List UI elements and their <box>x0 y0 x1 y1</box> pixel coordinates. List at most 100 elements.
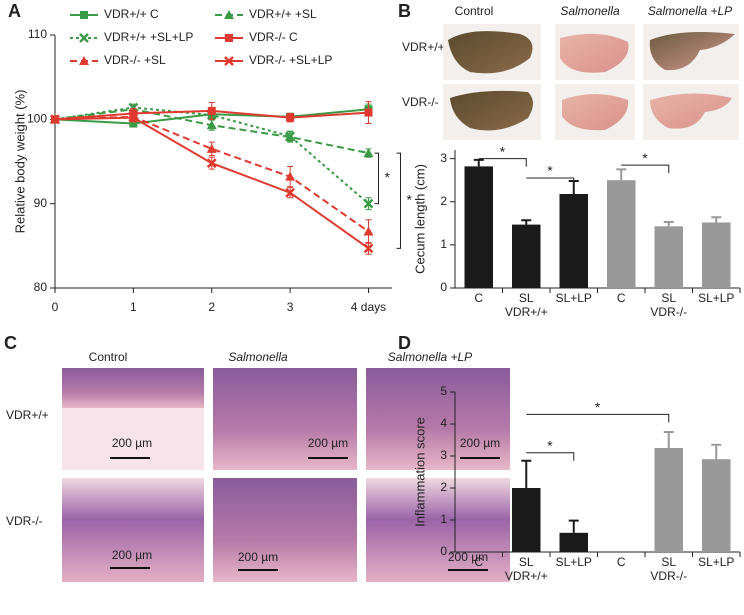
marker <box>363 226 374 236</box>
bracket <box>374 152 379 205</box>
legend-label: VDR-/- C <box>249 30 298 44</box>
legend-label: VDR+/+ +SL+LP <box>104 30 193 44</box>
photo-row: VDR+/+ <box>402 40 445 54</box>
bracket <box>526 177 575 187</box>
photo-row: VDR-/- <box>402 95 439 109</box>
x-tick-label: 2 <box>208 300 215 314</box>
legend-marker <box>79 56 89 65</box>
x-tick-label: 3 <box>287 300 294 314</box>
bar <box>654 226 683 288</box>
group-label: VDR-/- <box>650 305 687 319</box>
x-tick-label: SL <box>661 555 676 569</box>
annotation: * <box>500 143 506 159</box>
marker <box>363 243 374 254</box>
legend-marker <box>224 10 234 19</box>
x-tick-label: SL <box>519 291 534 305</box>
bar <box>559 532 588 552</box>
panel-letter: C <box>4 333 17 353</box>
legend-marker <box>225 34 233 42</box>
marker <box>364 108 373 117</box>
gut-photos <box>443 24 739 140</box>
y-tick-label: 1 <box>440 512 447 526</box>
annotation: * <box>384 169 390 185</box>
legend-label: VDR-/- +SL <box>104 53 166 67</box>
group-label: VDR+/+ <box>505 569 548 583</box>
histology-row: VDR+/+ <box>6 408 49 422</box>
marker <box>206 158 217 169</box>
annotation: * <box>642 150 648 166</box>
x-tick-label: C <box>474 291 483 305</box>
error-bar <box>473 158 484 167</box>
y-tick-label: 90 <box>34 196 48 210</box>
annotation: * <box>406 191 412 207</box>
photo-column: Control <box>455 4 494 18</box>
marker <box>363 148 374 158</box>
marker <box>363 198 374 209</box>
x-tick-label: SL <box>661 291 676 305</box>
bar <box>512 488 541 552</box>
bar <box>654 448 683 552</box>
y-tick-label: 80 <box>34 280 48 294</box>
panel-letter: D <box>398 333 411 353</box>
x-tick-label: SL+LP <box>698 291 734 305</box>
annotation: * <box>595 399 601 415</box>
legend-marker <box>224 56 234 66</box>
error-bar <box>711 443 722 460</box>
panel-letter: A <box>8 1 21 21</box>
photo-column: Salmonella <box>560 4 620 18</box>
marker <box>285 171 296 181</box>
error-bar <box>568 519 579 533</box>
error-bar <box>711 216 722 223</box>
histology-column: Salmonella <box>228 350 288 364</box>
bar <box>702 459 731 552</box>
x-tick-label: C <box>617 291 626 305</box>
annotation: * <box>547 163 553 179</box>
y-tick-label: 0 <box>440 544 447 558</box>
bar <box>607 180 636 288</box>
y-axis-label: Inflammation score <box>412 417 427 527</box>
series-line <box>54 115 370 233</box>
scale-bar-label: 200 µm <box>238 550 278 564</box>
marker <box>207 106 216 115</box>
marker <box>285 187 295 198</box>
error-bar <box>616 168 627 181</box>
y-tick-label: 0 <box>440 280 447 294</box>
y-tick-label: 3 <box>440 448 447 462</box>
bracket <box>396 152 401 249</box>
legend-label: VDR+/+ +SL <box>249 7 317 21</box>
bracket <box>478 158 527 167</box>
y-tick-label: 3 <box>440 151 447 165</box>
bracket <box>621 164 670 174</box>
marker <box>129 119 138 128</box>
error-bar <box>521 459 532 488</box>
y-tick-label: 2 <box>440 194 447 208</box>
legend-marker <box>79 33 89 43</box>
histology-images <box>62 368 510 582</box>
x-tick-label: SL+LP <box>698 555 734 569</box>
x-tick-label: 4 days <box>351 300 386 314</box>
marker <box>206 120 217 130</box>
x-tick-label: SL+LP <box>556 291 592 305</box>
scale-bar-label: 200 µm <box>460 436 500 450</box>
x-tick-label: SL <box>519 555 534 569</box>
y-tick-label: 4 <box>440 416 447 430</box>
y-tick-label: 100 <box>27 112 47 126</box>
x-tick-label: C <box>474 555 483 569</box>
scale-bar-label: 200 µm <box>448 550 488 564</box>
x-tick-label: SL+LP <box>556 555 592 569</box>
error-bar <box>663 221 674 227</box>
bracket <box>526 452 575 461</box>
group-label: VDR-/- <box>650 569 687 583</box>
annotation: * <box>547 438 553 454</box>
panel-letter: B <box>398 1 411 21</box>
bar <box>559 193 588 288</box>
error-bar <box>663 431 674 448</box>
bar <box>702 222 731 288</box>
error-bar <box>521 219 532 225</box>
marker <box>286 113 295 122</box>
x-tick-label: 0 <box>52 300 59 314</box>
y-axis-label: Cecum length (cm) <box>412 164 427 274</box>
y-tick-label: 2 <box>440 480 447 494</box>
legend-label: VDR-/- +SL+LP <box>249 53 332 67</box>
group-label: VDR+/+ <box>505 305 548 319</box>
